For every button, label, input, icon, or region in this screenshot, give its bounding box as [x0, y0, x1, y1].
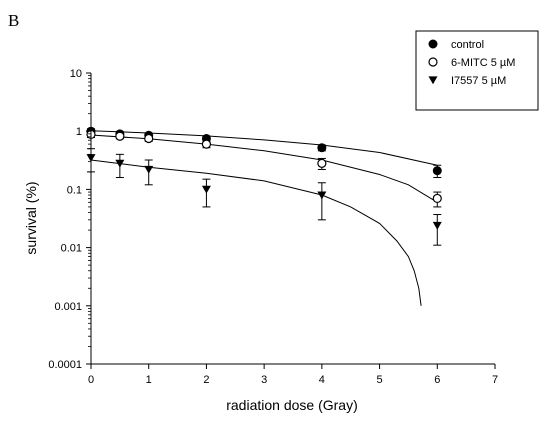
data-point-1 — [115, 131, 125, 141]
x-tick-label: 0 — [88, 374, 94, 386]
data-point-2 — [317, 191, 327, 200]
legend-marker-2 — [428, 76, 438, 85]
x-tick-label: 3 — [261, 374, 267, 386]
y-tick-label: 0.001 — [54, 301, 82, 313]
data-point-1 — [144, 133, 154, 144]
data-point-1 — [201, 139, 212, 149]
plot-area — [86, 126, 442, 306]
axes: 0 1 2 3 4 5 6 7 0.0001 0.001 0.01 0.1 1 10 — [48, 68, 498, 386]
data-point-1 — [317, 158, 327, 168]
data-point-2 — [115, 159, 125, 168]
data-point-1 — [432, 193, 442, 204]
x-tick-label: 5 — [377, 374, 383, 386]
y-axis-label: survival (%) — [23, 181, 39, 254]
data-point-2 — [201, 185, 211, 194]
data-point-0 — [317, 143, 327, 153]
panel-label: B — [8, 11, 19, 30]
legend-marker-1 — [428, 57, 438, 67]
legend-marker-0 — [428, 39, 438, 49]
x-tick-label: 1 — [146, 374, 152, 386]
data-point-2 — [432, 221, 442, 230]
fit-curve-2 — [90, 159, 422, 306]
x-tick-label: 6 — [434, 374, 440, 386]
legend-label: 6-MITC 5 µM — [451, 57, 515, 69]
fit-curve-0 — [90, 130, 438, 166]
legend: control 6-MITC 5 µM I7557 5 µM — [415, 30, 539, 111]
data-markers — [86, 126, 442, 230]
y-tick-label: 0.1 — [67, 184, 82, 196]
error-bars — [87, 128, 442, 246]
legend-label: control — [451, 39, 484, 51]
data-point-0 — [432, 166, 442, 176]
y-tick-label: 0.01 — [61, 243, 82, 255]
y-tick-label: 10 — [70, 68, 82, 80]
x-tick-label: 2 — [203, 374, 209, 386]
y-tick-label: 0.0001 — [48, 359, 82, 371]
x-axis-label: radiation dose (Gray) — [226, 397, 358, 413]
fit-curve-1 — [90, 134, 438, 203]
x-tick-label: 7 — [492, 374, 498, 386]
y-tick-label: 1 — [76, 126, 82, 138]
data-point-2 — [144, 165, 154, 174]
fit-curves — [90, 130, 438, 306]
legend-label: I7557 5 µM — [451, 75, 506, 87]
x-tick-label: 4 — [319, 374, 325, 386]
